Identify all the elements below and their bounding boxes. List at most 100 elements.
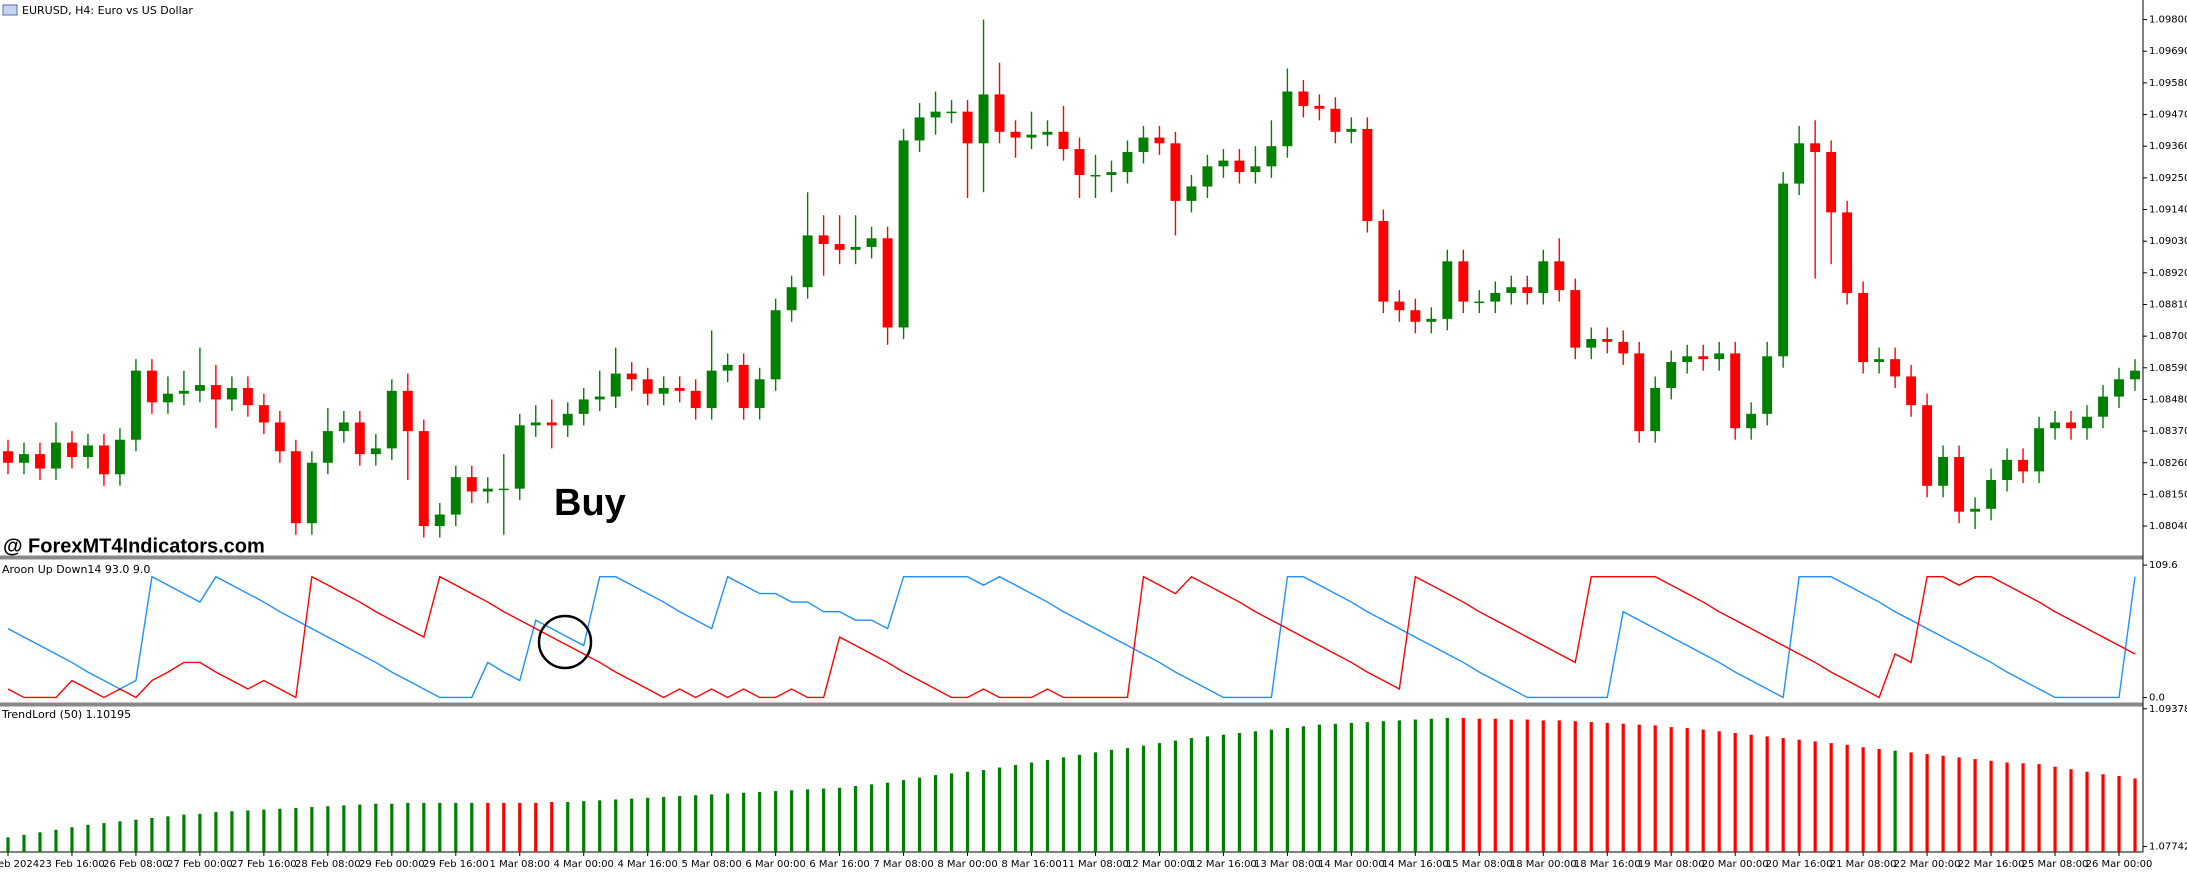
candle-body [546,422,557,426]
x-tick-label: 5 Mar 08:00 [681,859,741,870]
histogram-bar [1989,760,1993,852]
candle-body [1490,292,1501,302]
candle-body [2002,459,2013,481]
histogram-bar [1925,754,1929,852]
candle-body [1714,353,1725,360]
candle-body [578,399,589,414]
candle-body [1122,151,1133,173]
candle-body [1874,359,1885,363]
candle-body [1922,405,1933,486]
histogram-bar [981,770,986,852]
histogram-bar [6,837,10,852]
histogram-bar [582,801,586,852]
candle-body [1906,376,1917,406]
x-tick-label: 6 Mar 00:00 [745,859,805,870]
histogram-bar [1685,727,1689,852]
y-tick-label: 1.08810 [2149,299,2187,310]
candle-body [1602,339,1613,342]
x-tick-label: 29 Feb 16:00 [423,859,489,870]
histogram-bar [822,788,826,852]
histogram-bar [358,804,362,852]
candle-body [418,431,429,527]
histogram-bar [1269,729,1274,852]
candle-body [35,454,45,469]
histogram-bar [997,767,1002,852]
plot-area: 1.08040 1.08150 1.08260 1.08370 1.08480 1.085… [0,15,2187,870]
histogram-bar [1173,740,1178,852]
histogram-bar [262,809,266,852]
candle-body [2066,422,2076,429]
candle-body [306,462,317,524]
signal-circle [537,614,593,670]
candle-body [1506,287,1517,293]
candle-body [1954,457,1965,512]
symbol-icon [2,4,18,16]
candle-body [1234,160,1245,173]
histogram-bar [198,813,202,852]
candle-body [274,422,285,452]
watermark: @ ForexMT4Indicators.com [3,535,265,557]
histogram-bar [182,814,186,852]
histogram-bar [1781,738,1785,852]
candle-body [1762,356,1773,414]
candle-body [850,246,861,250]
candle-body [354,422,365,455]
x-tick-label: 14 Mar 00:00 [1318,859,1385,870]
x-tick-label: 22 Mar 00:00 [1894,859,1961,870]
x-tick-label: 12 Mar 00:00 [1126,859,1193,870]
histogram-bar [2005,762,2009,852]
histogram-bar [1653,725,1657,852]
histogram-bar [1749,734,1753,852]
x-tick-label: 26 Feb 08:00 [103,859,169,870]
x-tick-label: 1 Mar 08:00 [490,859,550,870]
y-tick-label: 1.08370 [2149,426,2187,437]
histogram-bar [1637,724,1641,852]
candle-body [1970,508,1981,512]
candle-body [162,393,173,403]
histogram-bar [150,818,154,852]
candle-body [498,488,509,491]
candle-body [2034,428,2045,472]
candle-body [770,310,781,380]
indicator-line [7,575,2136,699]
x-tick-label: 11 Mar 08:00 [1062,859,1129,870]
x-tick-label: 14 Mar 16:00 [1382,859,1449,870]
candle-body [722,364,733,371]
histogram-bar [2037,764,2041,852]
histogram-bar [1829,743,1833,852]
histogram-bar [1301,726,1305,852]
candle-body [114,439,125,475]
candle-body [1378,221,1389,302]
histogram-bar [422,802,426,852]
y-tick-label: 1.09140 [2149,205,2187,216]
y-tick-label: 1.08150 [2149,489,2187,500]
candle-body [290,451,301,524]
histogram-bar [1365,722,1369,852]
candle-body [1186,186,1197,201]
candle-body [1938,457,1949,486]
candle-body [882,238,893,328]
histogram-bar [806,789,810,852]
histogram-bar [2085,771,2089,852]
candle-body [818,235,829,245]
candle-body [946,111,957,114]
candle-body [674,387,685,391]
chart-title: EURUSD, H4: Euro vs US Dollar [22,4,193,17]
histogram-bar [1253,731,1258,852]
histogram-bar [1605,722,1609,852]
histogram-bar [1397,720,1401,852]
histogram-bar [1205,736,1210,852]
candle-body [962,111,973,144]
candle-body [994,94,1005,132]
histogram-bar [326,806,330,852]
histogram-bar [2133,778,2137,852]
candle-body [754,379,765,409]
candle-body [1586,339,1597,348]
x-tick-label: 23 Feb 2024 [0,859,39,870]
candle-body [2098,396,2108,417]
histogram-bar [630,798,634,852]
histogram-bar [1509,719,1513,852]
candle-body [1410,310,1421,322]
candle-body [1842,212,1853,293]
candle-body [866,238,877,247]
